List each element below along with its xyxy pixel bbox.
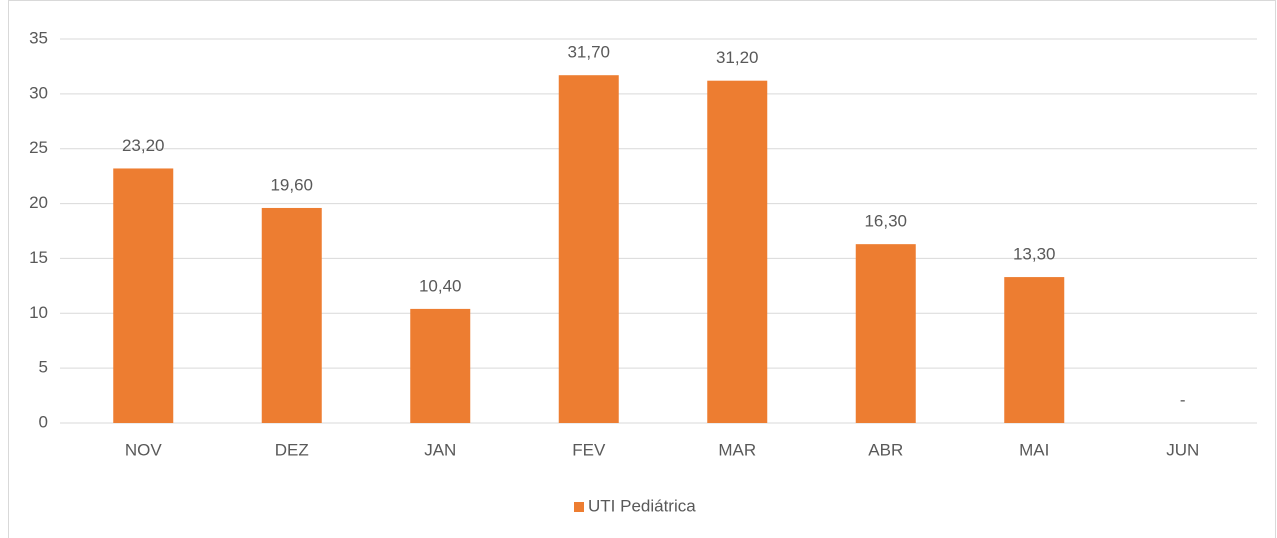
data-label: 31,20 [716, 48, 759, 67]
data-label: 13,30 [1013, 245, 1056, 264]
data-label: 16,30 [864, 212, 907, 231]
y-tick-label: 35 [29, 28, 48, 47]
y-tick-label: 20 [29, 193, 48, 212]
bar [707, 80, 768, 423]
x-tick-label: FEV [572, 440, 606, 459]
x-tick-label: MAR [718, 440, 756, 459]
bar [410, 308, 471, 423]
data-label: 31,70 [567, 43, 610, 62]
x-tick-label: DEZ [275, 440, 309, 459]
x-tick-label: JAN [424, 440, 456, 459]
bar [558, 75, 619, 423]
chart-frame [8, 0, 1276, 538]
bar [855, 244, 916, 423]
y-tick-label: 10 [29, 303, 48, 322]
data-label: 19,60 [270, 175, 313, 194]
data-label: 23,20 [122, 136, 165, 155]
y-tick-label: 25 [29, 138, 48, 157]
y-tick-label: 30 [29, 83, 48, 102]
y-tick-label: 15 [29, 248, 48, 267]
bar [113, 168, 174, 423]
y-tick-label: 5 [39, 358, 48, 377]
data-label: 10,40 [419, 276, 462, 295]
bar [261, 207, 322, 423]
bar [1004, 277, 1065, 423]
x-tick-label: JUN [1166, 440, 1199, 459]
x-tick-label: ABR [868, 440, 903, 459]
x-tick-label: MAI [1019, 440, 1049, 459]
y-tick-label: 0 [39, 412, 48, 431]
legend-label: UTI Pediátrica [588, 496, 696, 515]
legend-swatch [574, 502, 584, 512]
data-label: - [1180, 390, 1186, 409]
x-tick-label: NOV [125, 440, 163, 459]
